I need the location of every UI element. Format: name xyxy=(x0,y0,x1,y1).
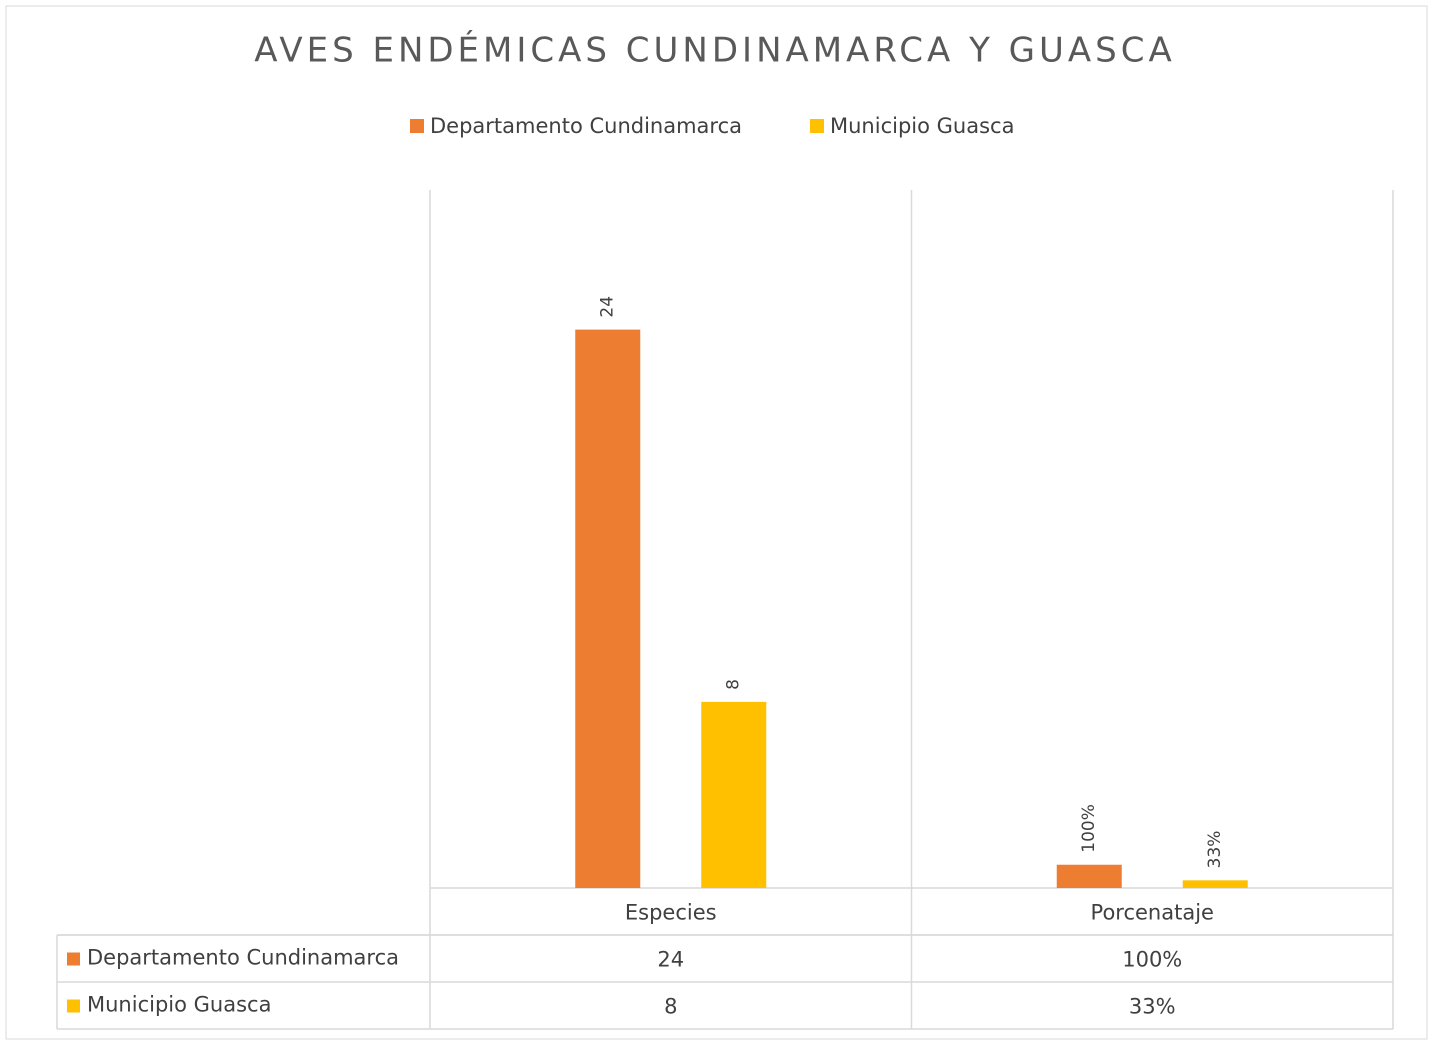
x-tick-label: Porcenataje xyxy=(1091,901,1214,925)
data-label: 24 xyxy=(598,296,618,318)
bar xyxy=(1056,864,1122,888)
table-cell: 8 xyxy=(664,995,677,1019)
legend-swatch xyxy=(810,119,824,133)
data-label: 100% xyxy=(1079,804,1099,853)
data-label: 8 xyxy=(724,679,744,690)
data-label: 33% xyxy=(1205,831,1225,869)
legend-label: Municipio Guasca xyxy=(830,114,1014,138)
table-cell: 33% xyxy=(1129,995,1176,1019)
x-tick-label: Especies xyxy=(625,901,717,925)
bar xyxy=(575,329,641,889)
table-cell: 100% xyxy=(1122,948,1182,972)
bar xyxy=(1182,880,1248,888)
table-key xyxy=(67,952,80,966)
chart-title: AVES ENDÉMICAS CUNDINAMARCA Y GUASCA xyxy=(254,30,1175,71)
table-row-label: Municipio Guasca xyxy=(87,993,271,1017)
table-cell: 24 xyxy=(657,948,684,972)
table-key xyxy=(67,999,80,1013)
legend-swatch xyxy=(410,119,424,133)
bar xyxy=(701,701,767,888)
table-row-label: Departamento Cundinamarca xyxy=(87,946,399,970)
legend-label: Departamento Cundinamarca xyxy=(430,114,742,138)
